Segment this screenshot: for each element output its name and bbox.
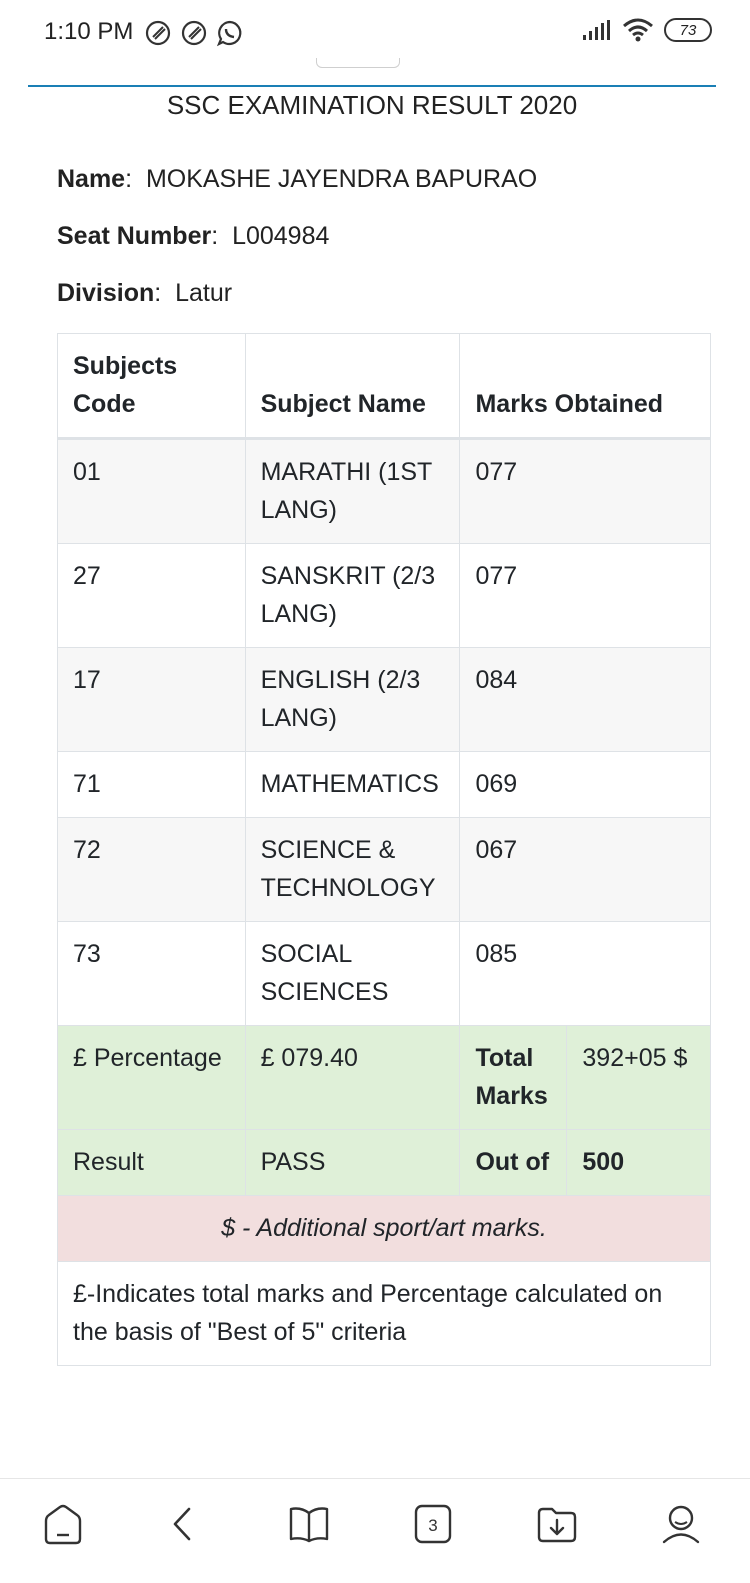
- out-of-value: 500: [566, 1129, 711, 1196]
- total-marks-value: 392+05 $: [566, 1025, 711, 1130]
- tabs-icon[interactable]: 3: [410, 1501, 456, 1547]
- division-label: Division: [57, 279, 155, 307]
- out-of-label: Out of: [459, 1129, 568, 1196]
- result-table: Subjects Code Subject Name Marks Obtaine…: [57, 333, 711, 1366]
- header-rule: [28, 85, 716, 87]
- student-name-line: Name: MOKASHE JAYENDRA BAPURAO: [57, 165, 538, 193]
- header-marks-obtained: Marks Obtained: [459, 333, 711, 440]
- subject-code: 01: [57, 438, 246, 544]
- downloads-icon[interactable]: [534, 1501, 580, 1547]
- division-line: Division: Latur: [57, 279, 233, 307]
- table-header-row: Subjects Code Subject Name Marks Obtaine…: [57, 333, 711, 440]
- subject-name: SOCIAL SCIENCES: [244, 921, 461, 1026]
- subject-code: 73: [57, 921, 246, 1026]
- notification-icons: [144, 19, 244, 47]
- student-name: MOKASHE JAYENDRA BAPURAO: [145, 165, 538, 193]
- status-time: 1:10 PM: [44, 18, 134, 45]
- page-title: SSC EXAMINATION RESULT 2020: [166, 90, 578, 120]
- subject-marks: 085: [459, 921, 711, 1026]
- table-row: 17 ENGLISH (2/3 LANG) 084: [57, 647, 711, 752]
- notification-app-icon: [145, 20, 171, 46]
- subject-code: 27: [57, 543, 246, 648]
- home-icon[interactable]: [40, 1501, 86, 1547]
- back-icon[interactable]: [160, 1501, 206, 1547]
- table-row: 01 MARATHI (1ST LANG) 077: [57, 438, 711, 544]
- subject-code: 17: [57, 647, 246, 752]
- result-value: PASS: [244, 1129, 461, 1196]
- profile-icon[interactable]: [658, 1501, 704, 1547]
- whatsapp-icon: [216, 20, 242, 47]
- table-row: 71 MATHEMATICS 069: [57, 751, 711, 818]
- subject-name: ENGLISH (2/3 LANG): [244, 647, 461, 752]
- subject-code: 71: [57, 751, 246, 818]
- best-of-note-row: £-Indicates total marks and Percentage c…: [57, 1261, 711, 1366]
- tab-count: 3: [428, 1516, 437, 1535]
- percentage-value: £ 079.40: [244, 1025, 461, 1130]
- subject-name: SANSKRIT (2/3 LANG): [244, 543, 461, 648]
- subject-marks: 069: [459, 751, 711, 818]
- additional-marks-note: $ - Additional sport/art marks.: [57, 1195, 711, 1262]
- header-subject-name: Subject Name: [244, 333, 461, 440]
- subject-marks: 077: [459, 543, 711, 648]
- table-row: 72 SCIENCE & TECHNOLOGY 067: [57, 817, 711, 922]
- subject-marks: 084: [459, 647, 711, 752]
- percentage-row: £ Percentage £ 079.40 Total Marks 392+05…: [57, 1025, 711, 1130]
- subject-name: MARATHI (1ST LANG): [244, 438, 461, 544]
- status-bar: 1:10 PM 73: [0, 0, 750, 64]
- subject-name: MATHEMATICS: [244, 751, 461, 818]
- bookmarks-icon[interactable]: [286, 1501, 332, 1547]
- status-indicators: 73: [582, 18, 712, 42]
- table-row: 73 SOCIAL SCIENCES 085: [57, 921, 711, 1026]
- division: Latur: [175, 279, 233, 307]
- additional-marks-note-row: $ - Additional sport/art marks.: [57, 1195, 711, 1262]
- result-label: Result: [57, 1129, 246, 1196]
- notification-app-icon: [181, 20, 207, 46]
- nav-divider: [0, 1478, 750, 1479]
- total-marks-label: Total Marks: [459, 1025, 568, 1130]
- name-label: Name: [57, 165, 126, 193]
- subject-marks: 067: [459, 817, 711, 922]
- seat-number-line: Seat Number: L004984: [57, 222, 330, 250]
- table-row: 27 SANSKRIT (2/3 LANG) 077: [57, 543, 711, 648]
- subject-code: 72: [57, 817, 246, 922]
- result-row: Result PASS Out of 500: [57, 1129, 711, 1196]
- percentage-label: £ Percentage: [57, 1025, 246, 1130]
- subject-marks: 077: [459, 438, 711, 544]
- best-of-note: £-Indicates total marks and Percentage c…: [57, 1261, 711, 1366]
- subject-name: SCIENCE & TECHNOLOGY: [244, 817, 461, 922]
- pull-handle[interactable]: [316, 58, 400, 68]
- battery-icon: 73: [664, 18, 712, 42]
- seat-number: L004984: [232, 222, 330, 250]
- signal-icon: [583, 20, 610, 40]
- seat-label: Seat Number: [57, 222, 212, 250]
- wifi-icon: [623, 18, 653, 42]
- bottom-nav: 3: [0, 1479, 750, 1583]
- header-subject-code: Subjects Code: [57, 333, 246, 440]
